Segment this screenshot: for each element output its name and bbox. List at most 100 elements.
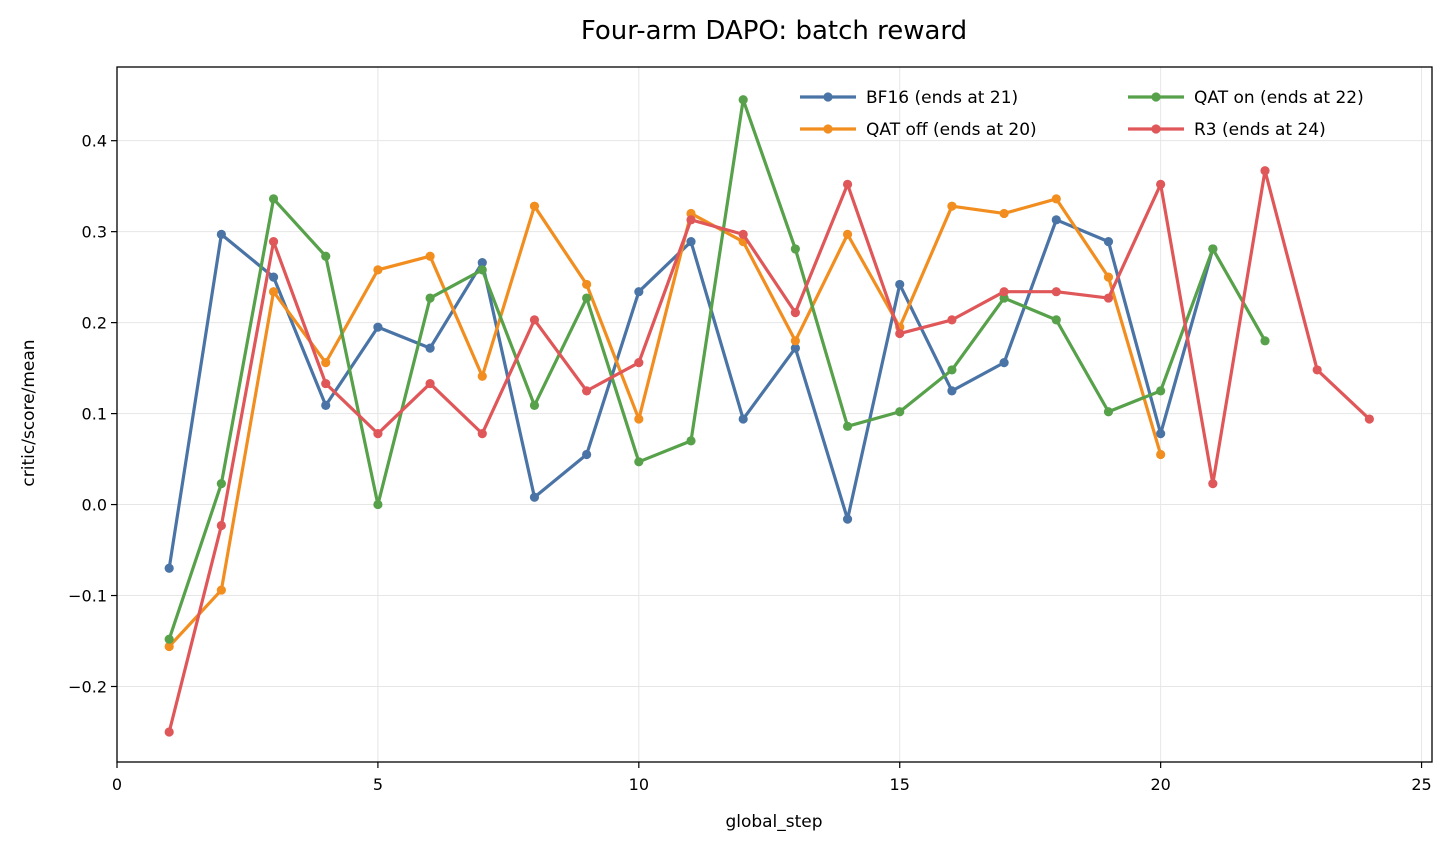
legend-swatch-marker: [823, 124, 833, 134]
data-point: [1103, 293, 1114, 303]
data-point: [634, 287, 644, 297]
data-point: [1051, 215, 1061, 225]
chart-title: Four-arm DAPO: batch reward: [581, 16, 967, 46]
data-point: [268, 272, 279, 282]
legend-swatch-marker: [823, 92, 833, 102]
x-axis: 0 5 10 15 20 25: [112, 762, 1432, 794]
data-point: [164, 727, 174, 737]
data-point: [842, 229, 853, 239]
data-point: [842, 179, 853, 189]
data-point: [582, 293, 592, 303]
data-point: [895, 407, 905, 417]
legend-entry: BF16 (ends at 21): [800, 88, 1018, 108]
data-point: [373, 499, 383, 510]
data-point: [895, 279, 905, 290]
x-tick-label: 25: [1411, 775, 1431, 794]
data-point: [1156, 179, 1166, 189]
y-axis: −0.2 −0.1 0.0 0.1 0.2 0.3 0.4: [68, 132, 117, 696]
data-point: [373, 265, 383, 275]
data-point: [1260, 166, 1270, 176]
data-point: [216, 229, 226, 239]
y-axis-label: critic/score/mean: [19, 339, 39, 486]
data-point: [1208, 244, 1218, 254]
series-line: [167, 197, 1163, 649]
x-axis-label: global_step: [725, 812, 822, 832]
data-point: [1051, 287, 1061, 297]
legend-label: QAT on (ends at 22): [1194, 88, 1364, 108]
data-point: [1156, 449, 1166, 460]
data-point: [790, 343, 800, 353]
data-point: [321, 358, 331, 368]
data-point: [999, 287, 1009, 297]
data-point: [895, 328, 905, 339]
data-point: [216, 585, 226, 595]
series-3: [164, 166, 1374, 737]
data-point: [790, 308, 800, 318]
data-point: [321, 378, 331, 389]
data-point: [529, 201, 540, 211]
x-tick-label: 20: [1150, 775, 1170, 794]
data-point: [1103, 272, 1114, 282]
data-point: [1051, 194, 1061, 204]
x-tick-label: 0: [112, 775, 122, 794]
data-point: [738, 229, 748, 239]
data-point: [529, 492, 540, 502]
data-point: [164, 634, 174, 644]
data-point: [373, 429, 383, 439]
data-point: [686, 436, 696, 446]
data-point: [634, 457, 644, 467]
data-point: [738, 95, 748, 105]
data-point: [321, 400, 331, 411]
data-point: [1364, 414, 1374, 424]
legend-entry: R3 (ends at 24): [1128, 120, 1326, 140]
data-point: [738, 414, 748, 424]
legend-entry: QAT on (ends at 22): [1128, 88, 1364, 108]
series-line: [167, 169, 1371, 734]
data-point: [947, 201, 957, 211]
data-point: [268, 237, 279, 247]
data-point: [529, 400, 540, 411]
data-point: [477, 257, 487, 268]
data-point: [582, 386, 592, 396]
data-point: [686, 215, 696, 225]
legend-label: R3 (ends at 24): [1194, 120, 1326, 140]
data-point: [686, 208, 696, 219]
plot-frame: [116, 66, 1433, 763]
data-point: [947, 365, 957, 375]
series-2: [164, 95, 1270, 644]
data-point: [164, 563, 174, 573]
data-point: [999, 358, 1009, 368]
series-layer: [164, 95, 1374, 737]
data-point: [842, 421, 853, 431]
data-point: [477, 429, 487, 439]
data-point: [1103, 237, 1114, 247]
data-point: [425, 293, 435, 303]
data-point: [947, 315, 957, 325]
data-point: [477, 265, 487, 275]
data-point: [1156, 429, 1166, 439]
data-point: [1312, 365, 1322, 375]
data-point: [1103, 407, 1114, 417]
data-point: [1208, 479, 1218, 489]
data-point: [425, 378, 435, 389]
data-point: [1260, 336, 1270, 346]
data-point: [216, 479, 226, 489]
y-tick-label: 0.3: [82, 223, 107, 242]
y-tick-label: 0.1: [82, 405, 107, 424]
legend: BF16 (ends at 21) QAT off (ends at 20) QAT…: [800, 88, 1364, 140]
y-tick-label: −0.2: [68, 677, 107, 696]
legend-label: QAT off (ends at 20): [866, 120, 1037, 140]
data-point: [999, 293, 1009, 303]
y-tick-label: −0.1: [68, 587, 107, 606]
legend-swatch-marker: [1151, 124, 1161, 134]
legend-label: BF16 (ends at 21): [866, 88, 1018, 108]
data-point: [686, 237, 696, 247]
data-point: [216, 520, 226, 531]
data-point: [582, 279, 592, 290]
data-point: [268, 194, 279, 204]
data-point: [425, 251, 435, 261]
x-tick-label: 10: [629, 775, 649, 794]
x-tick-label: 5: [373, 775, 383, 794]
